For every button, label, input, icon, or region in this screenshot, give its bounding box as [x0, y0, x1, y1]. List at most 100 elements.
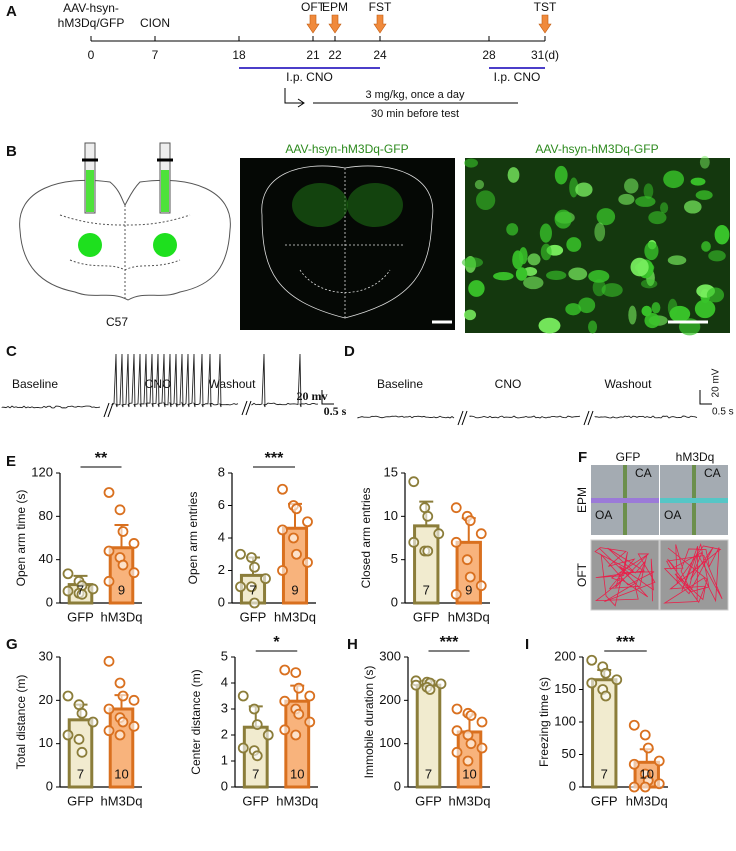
- arm-label: OA: [664, 508, 681, 522]
- row-label: EPM: [575, 487, 589, 513]
- data-point: [260, 573, 271, 585]
- data-point: [114, 729, 126, 741]
- y-axis-label: Center distance (m): [189, 669, 203, 774]
- n-label: 7: [77, 766, 84, 781]
- panel-label: G: [6, 636, 18, 653]
- syringe-virus: [86, 170, 94, 212]
- n-label: 9: [118, 582, 125, 597]
- data-point: [410, 679, 422, 691]
- data-point: [302, 556, 313, 568]
- n-label: 9: [465, 582, 472, 597]
- confocal-image: [465, 158, 730, 333]
- significance-label: ***: [616, 634, 635, 651]
- syringe-virus: [161, 170, 169, 212]
- data-point: [293, 708, 305, 720]
- cell: [648, 211, 667, 225]
- y-tick-label: 200: [554, 648, 576, 663]
- data-point: [288, 532, 299, 544]
- data-point: [249, 561, 260, 573]
- break-mark: [457, 410, 468, 426]
- panel-label: F: [578, 449, 587, 466]
- cell: [540, 243, 552, 261]
- image-title: AAV-hsyn-hM3Dq-GFP: [285, 142, 408, 156]
- cell: [507, 167, 520, 183]
- cell: [624, 178, 639, 194]
- expression: [292, 183, 348, 227]
- data-point: [424, 684, 436, 695]
- data-point: [433, 528, 445, 540]
- data-point: [128, 720, 140, 732]
- n-label: 10: [640, 766, 654, 781]
- data-point: [451, 725, 463, 737]
- cell: [463, 309, 477, 321]
- phase-label: Baseline: [377, 377, 423, 391]
- n-label: 7: [249, 582, 256, 597]
- traces: [1, 353, 698, 426]
- data-point: [422, 510, 434, 522]
- cell: [506, 223, 519, 236]
- cell: [669, 305, 691, 323]
- panel-label: E: [6, 453, 16, 470]
- data-point: [435, 678, 447, 690]
- cell: [493, 271, 514, 281]
- data-point: [450, 536, 462, 548]
- data-point: [464, 515, 476, 527]
- cell: [640, 279, 658, 289]
- y-axis-label: Open arm time (s): [14, 490, 28, 587]
- section-outline: [261, 165, 434, 319]
- y-tick-label: 2: [218, 562, 225, 577]
- cell: [594, 222, 606, 242]
- x-tick-label: GFP: [67, 609, 94, 624]
- phase-label: Washout: [605, 377, 653, 391]
- cell: [569, 177, 579, 198]
- y-axis-label: Open arm entries: [186, 492, 200, 585]
- column-label: hM3Dq: [676, 450, 715, 464]
- data-point: [464, 571, 476, 583]
- test-label: EPM: [322, 0, 348, 14]
- data-point: [279, 695, 291, 707]
- cell: [690, 177, 706, 186]
- break-mark: [103, 402, 114, 418]
- y-tick-label: 0: [46, 778, 53, 793]
- data-point: [114, 677, 126, 689]
- data-point: [302, 516, 313, 528]
- cell: [468, 280, 485, 297]
- data-point: [128, 567, 140, 579]
- y-tick-label: 1: [221, 752, 228, 767]
- y-axis-label: Total distance (m): [14, 675, 28, 770]
- data-point: [600, 690, 612, 702]
- cell: [701, 241, 711, 252]
- cell: [474, 179, 485, 190]
- y-tick-label: 5: [391, 551, 398, 566]
- cell: [596, 208, 616, 226]
- cell: [660, 202, 669, 214]
- x-tick-label: hM3Dq: [274, 609, 316, 624]
- cell: [554, 209, 572, 229]
- data-point: [628, 719, 640, 731]
- y-tick-label: 3: [221, 700, 228, 715]
- n-label: 10: [462, 766, 476, 781]
- tick-label: 7: [152, 48, 159, 62]
- scale-label: 0.5 s: [324, 404, 347, 418]
- data-point: [117, 559, 129, 571]
- cell: [699, 155, 710, 169]
- panel-label: C: [6, 343, 17, 360]
- data-point: [465, 710, 477, 721]
- data-point: [653, 778, 665, 790]
- section-image: [240, 158, 455, 330]
- panel-label: A: [6, 3, 17, 20]
- significance-label: ***: [440, 634, 459, 651]
- tick-label: 22: [328, 48, 342, 62]
- y-tick-label: 100: [379, 735, 401, 750]
- data-point: [277, 565, 288, 576]
- data-point: [450, 502, 462, 514]
- cell: [601, 283, 623, 297]
- panel-label: I: [525, 636, 529, 653]
- open-arm: [591, 498, 659, 503]
- tick-label: 0: [88, 48, 95, 62]
- phase-label: CNO: [145, 377, 172, 391]
- test-arrow: [328, 14, 342, 34]
- data-point: [62, 568, 74, 580]
- data-point: [419, 502, 431, 514]
